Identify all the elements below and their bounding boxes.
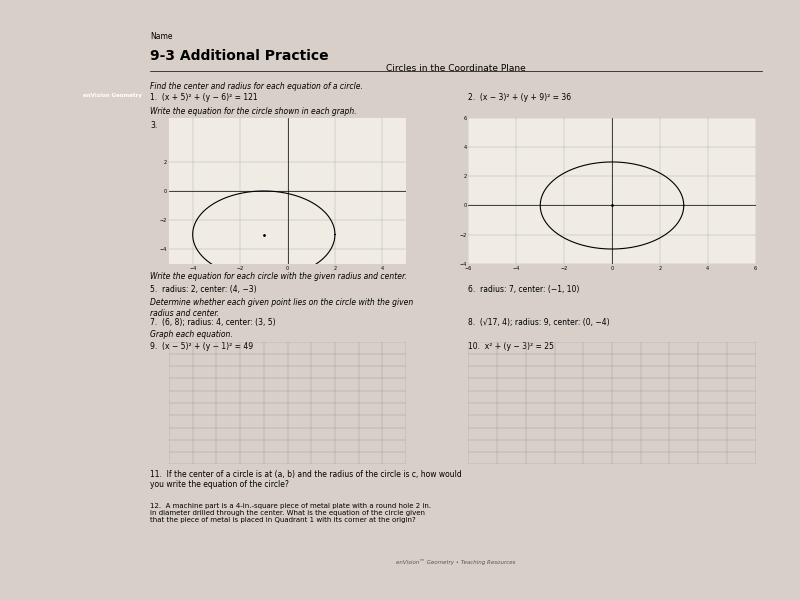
Text: Circles in the Coordinate Plane: Circles in the Coordinate Plane: [386, 64, 526, 73]
Text: 3.: 3.: [150, 121, 158, 130]
Text: 10.  x² + (y − 3)² = 25: 10. x² + (y − 3)² = 25: [469, 341, 554, 350]
Text: 5.  radius: 2, center: (4, −3): 5. radius: 2, center: (4, −3): [150, 285, 257, 294]
Text: 6.  radius: 7, center: (−1, 10): 6. radius: 7, center: (−1, 10): [469, 285, 580, 294]
Text: 2.  (x − 3)² + (y + 9)² = 36: 2. (x − 3)² + (y + 9)² = 36: [469, 94, 572, 103]
Text: 7.  (6, 8); radius: 4, center: (3, 5): 7. (6, 8); radius: 4, center: (3, 5): [150, 318, 276, 327]
Text: 9-3 Additional Practice: 9-3 Additional Practice: [150, 49, 329, 62]
Text: Find the center and radius for each equation of a circle.: Find the center and radius for each equa…: [150, 82, 363, 91]
Text: enVision™ Geometry • Teaching Resources: enVision™ Geometry • Teaching Resources: [396, 559, 516, 565]
Text: 8.  (√17, 4); radius: 9, center: (0, −4): 8. (√17, 4); radius: 9, center: (0, −4): [469, 318, 610, 327]
Text: 11.  If the center of a circle is at (a, b) and the radius of the circle is c, h: 11. If the center of a circle is at (a, …: [150, 470, 462, 490]
Text: enVision Geometry: enVision Geometry: [82, 94, 142, 98]
Text: Write the equation for each circle with the given radius and center.: Write the equation for each circle with …: [150, 272, 407, 281]
Text: 12.  A machine part is a 4-in.-square piece of metal plate with a round hole 2 i: 12. A machine part is a 4-in.-square pie…: [150, 503, 431, 523]
Text: 9.  (x − 5)² + (y − 1)² = 49: 9. (x − 5)² + (y − 1)² = 49: [150, 341, 254, 350]
Text: Name: Name: [150, 32, 173, 41]
Text: Write the equation for the circle shown in each graph.: Write the equation for the circle shown …: [150, 107, 357, 116]
Text: 1.  (x + 5)² + (y − 6)² = 121: 1. (x + 5)² + (y − 6)² = 121: [150, 94, 258, 103]
Text: Graph each equation.: Graph each equation.: [150, 331, 233, 340]
Text: Determine whether each given point lies on the circle with the given
radius and : Determine whether each given point lies …: [150, 298, 414, 317]
Text: 4.: 4.: [469, 121, 476, 130]
